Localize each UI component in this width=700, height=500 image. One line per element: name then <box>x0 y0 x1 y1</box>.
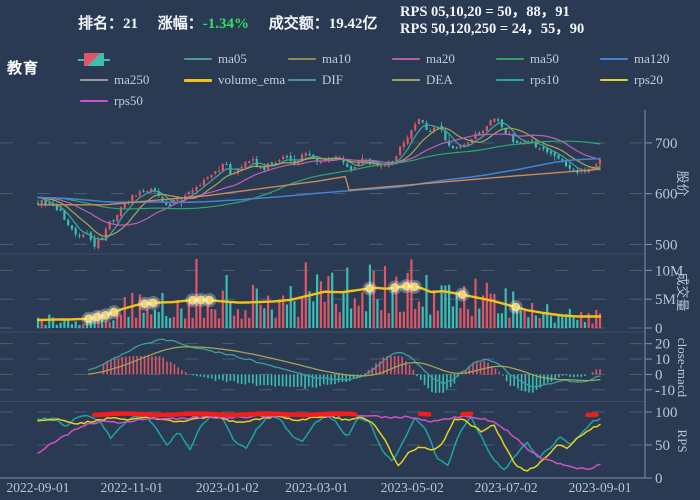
header-stats: 排名：21 涨幅：-1.34% 成交额：19.42亿 <box>78 12 394 33</box>
rps-highlight-band <box>417 411 432 417</box>
legend-item-ma20[interactable]: ma20 <box>392 51 496 67</box>
legend-item-ma50[interactable]: ma50 <box>496 51 600 67</box>
ma120-legend-swatch <box>600 58 628 60</box>
legend-item-DEA[interactable]: DEA <box>392 72 496 88</box>
x-tick-label: 2023-09-01 <box>569 480 632 495</box>
rps-summary: RPS 05,10,20 = 50，88，91 RPS 50,120,250 =… <box>400 4 584 38</box>
y-tick-label: 600 <box>655 187 678 203</box>
turnover-stat: 成交额：19.42亿 <box>269 16 378 32</box>
panel-ylabel-close-macd: close-macd <box>675 338 690 398</box>
legend-item-volume_ema[interactable]: volume_ema <box>184 72 288 88</box>
ma20-legend-swatch <box>392 58 420 60</box>
legend-item-rps20[interactable]: rps20 <box>600 72 700 88</box>
legend-item-rps10[interactable]: rps10 <box>496 72 600 88</box>
legend-item-ma250[interactable]: ma250 <box>80 72 184 88</box>
legend-item-ma10[interactable]: ma10 <box>288 51 392 67</box>
volume_ema-legend-swatch <box>184 78 212 82</box>
rps-summary-line-2: RPS 50,120,250 = 24，55，90 <box>400 21 585 37</box>
rank-label: 排名： <box>78 16 124 32</box>
turnover-label: 成交额： <box>268 16 329 32</box>
x-tick-label: 2022-09-01 <box>7 480 70 495</box>
legend-item-ma05[interactable]: ma05 <box>184 51 288 67</box>
volume-bars <box>36 258 602 328</box>
legend-item-ma120[interactable]: ma120 <box>600 51 700 67</box>
x-tick-label: 2023-07-02 <box>475 480 538 495</box>
y-tick-label: 500 <box>655 237 678 253</box>
dea-line <box>87 346 601 382</box>
y-tick-label: 5M <box>655 292 676 308</box>
rank-stat: 排名：21 <box>78 16 138 32</box>
panel-ylabel-rps: RPS <box>675 429 690 452</box>
x-tick-label: 2023-01-02 <box>196 480 259 495</box>
y-tick-label: 0 <box>655 367 663 383</box>
ma50-line <box>37 140 601 210</box>
legend-label: ma50 <box>530 51 559 66</box>
x-tick-label: 2023-03-01 <box>285 480 348 495</box>
rps20-line <box>37 415 601 472</box>
ma05-legend-swatch <box>184 58 212 60</box>
rps-highlight-band <box>91 411 358 418</box>
y-tick-label: 700 <box>655 136 678 152</box>
legend-label: rps50 <box>114 93 143 108</box>
legend-item-DIF[interactable]: DIF <box>288 72 392 88</box>
sector-label: 教育 <box>7 61 40 77</box>
candlestick-legend-icon <box>78 52 110 66</box>
y-tick-label: 0 <box>655 471 663 487</box>
moving-averages <box>37 121 601 241</box>
legend-label: ma250 <box>114 72 150 87</box>
ma20-line <box>37 133 601 226</box>
DEA-legend-swatch <box>392 79 420 81</box>
x-tick-label: 2022-11-01 <box>101 480 164 495</box>
legend-label: ma05 <box>218 51 247 66</box>
legend-label: rps10 <box>530 72 559 87</box>
dif-line <box>87 338 601 388</box>
legend-label: ma10 <box>322 51 351 66</box>
y-tick-label: 20 <box>655 337 670 353</box>
legend-label: volume_ema <box>218 72 286 87</box>
ma250-legend-swatch <box>80 79 108 81</box>
rps-panel <box>37 411 601 472</box>
legend-label: ma120 <box>634 51 670 66</box>
y-tick-label: 10M <box>655 263 683 279</box>
legend-item-rps50[interactable]: rps50 <box>80 93 184 109</box>
panel-ylabel-price: 股价 <box>675 170 690 196</box>
rps10-line <box>37 413 601 471</box>
volume-ema-glow <box>81 279 523 326</box>
x-tick-label: 2023-05-02 <box>381 480 444 495</box>
legend-label: DIF <box>322 72 343 87</box>
legend-label: ma20 <box>426 51 455 66</box>
legend-item-candlestick[interactable] <box>78 51 184 67</box>
volume-ema-line <box>36 284 602 322</box>
ma05-line <box>37 121 601 241</box>
rps10-legend-swatch <box>496 79 524 81</box>
ma10-legend-swatch <box>288 58 316 60</box>
change-stat: 涨幅：-1.34% <box>158 16 249 32</box>
chart-legend: ma05 ma10 ma20 ma50 ma120 ma250 volume_ema DIF D… <box>78 51 700 109</box>
legend-label: DEA <box>426 72 453 87</box>
rps-summary-line-1: RPS 05,10,20 = 50，88，91 <box>400 4 570 20</box>
panel-ylabel-volume: 成交量 <box>675 272 690 311</box>
rank-value: 21 <box>123 16 139 32</box>
ma250-line <box>37 168 601 206</box>
turnover-value: 19.42亿 <box>328 16 378 32</box>
macd-panel <box>87 338 601 393</box>
change-label: 涨幅： <box>157 16 203 32</box>
y-tick-label: -10 <box>655 383 675 399</box>
y-tick-label: 0 <box>655 321 663 337</box>
ma10-line <box>37 127 601 237</box>
rps-highlight-band <box>460 411 474 417</box>
y-tick-label: 10 <box>655 352 670 368</box>
y-tick-label: 50 <box>655 438 670 454</box>
legend-label: rps20 <box>634 72 663 87</box>
ma50-legend-swatch <box>496 58 524 60</box>
DIF-legend-swatch <box>288 79 316 81</box>
change-value: -1.34% <box>202 16 250 32</box>
rps20-legend-swatch <box>600 79 628 81</box>
rps50-legend-swatch <box>80 100 108 102</box>
y-tick-label: 100 <box>655 405 678 421</box>
